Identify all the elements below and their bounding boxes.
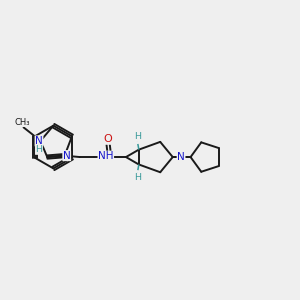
Text: N: N xyxy=(177,152,185,162)
Text: H: H xyxy=(35,146,43,154)
Text: H: H xyxy=(134,173,141,182)
Text: N: N xyxy=(63,151,70,160)
Text: H: H xyxy=(134,132,141,141)
Text: CH₃: CH₃ xyxy=(14,118,30,127)
Text: O: O xyxy=(104,134,112,144)
Text: NH: NH xyxy=(98,151,113,161)
Text: N: N xyxy=(35,136,43,146)
